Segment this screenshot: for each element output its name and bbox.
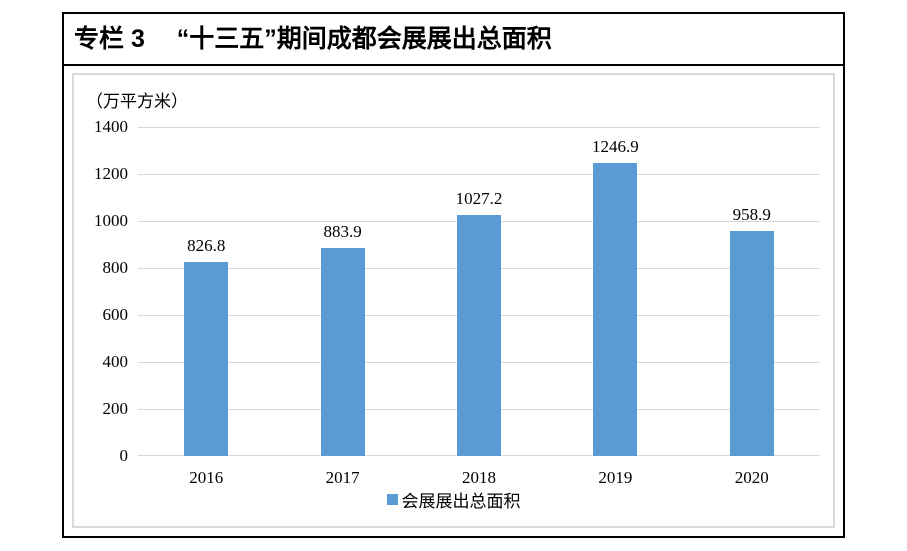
x-tick-label-2017: 2017: [325, 468, 360, 487]
legend-swatch-icon: [386, 494, 398, 505]
y-tick-label-400: 400: [102, 352, 129, 371]
plot-area: 0 200 400 600 800 1000 1200 1400 826.8 2016 883.9 2…: [94, 117, 820, 487]
chart-frame: （万平方米） 0 200 400 600 800 1000 1200 1400 826.8 201…: [72, 73, 835, 528]
y-tick-label-0: 0: [119, 446, 129, 465]
value-label-2019: 1246.9: [592, 136, 639, 156]
gridline-1400: [138, 127, 820, 128]
x-tick-label-2016: 2016: [189, 468, 224, 487]
legend-series-label: 会展展出总面积: [401, 492, 521, 511]
y-tick-label-1400: 1400: [94, 117, 128, 136]
value-label-2016: 826.8: [187, 235, 226, 255]
column-panel: 专栏 3 “十三五”期间成都会展展出总面积 （万平方米） 0 200 400 600 8…: [62, 12, 845, 538]
x-tick-label-2020: 2020: [734, 468, 769, 487]
y-axis-unit-label: （万平方米）: [86, 92, 188, 111]
value-label-2020: 958.9: [732, 204, 771, 224]
y-tick-label-600: 600: [102, 305, 129, 324]
legend: 会展展出总面积: [74, 487, 833, 512]
bar-2018: [457, 214, 501, 456]
gridline-1200: [138, 174, 820, 175]
y-tick-label-1200: 1200: [94, 164, 128, 183]
bar-2017: [320, 248, 365, 456]
value-label-2018: 1027.2: [455, 188, 503, 208]
y-tick-label-1000: 1000: [94, 211, 128, 230]
panel-title: 专栏 3 “十三五”期间成都会展展出总面积: [64, 14, 843, 66]
y-tick-label-800: 800: [102, 258, 129, 277]
value-label-2017: 883.9: [323, 222, 362, 242]
x-tick-label-2019: 2019: [598, 468, 633, 487]
bar-2016: [184, 261, 229, 456]
bar-2019: [593, 162, 638, 456]
y-tick-label-200: 200: [102, 399, 129, 418]
bar-2020: [729, 230, 774, 456]
x-tick-label-2018: 2018: [462, 468, 496, 487]
